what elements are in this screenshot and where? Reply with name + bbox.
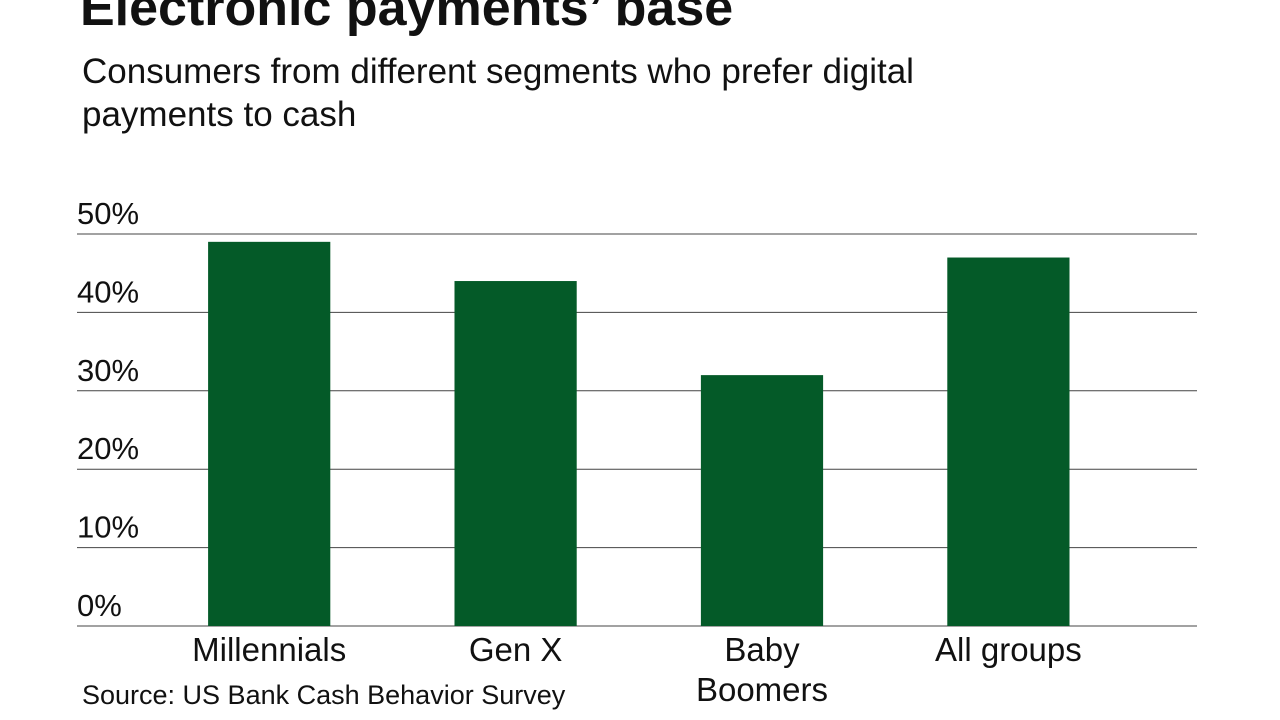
chart-subtitle: Consumers from different segments who pr… — [82, 52, 914, 134]
source-note: Source: US Bank Cash Behavior Survey — [82, 680, 566, 710]
y-tick-label: 10% — [77, 510, 139, 545]
y-tick-label: 40% — [77, 274, 139, 309]
x-tick-label: Gen X — [468, 631, 563, 668]
x-tick-label: Millennials — [192, 631, 347, 668]
y-tick-label: 50% — [77, 196, 139, 231]
chart-title: Electronic payments’ base — [80, 0, 734, 37]
y-tick-label: 30% — [77, 353, 139, 388]
bar — [700, 375, 824, 626]
x-tick-label: All groups — [935, 631, 1082, 668]
x-tick-label: Baby Boomers — [695, 631, 829, 708]
y-tick-label: 0% — [77, 588, 122, 623]
bar — [208, 241, 331, 626]
y-tick-label: 20% — [77, 431, 139, 466]
bar — [947, 257, 1070, 626]
bar — [454, 281, 577, 626]
